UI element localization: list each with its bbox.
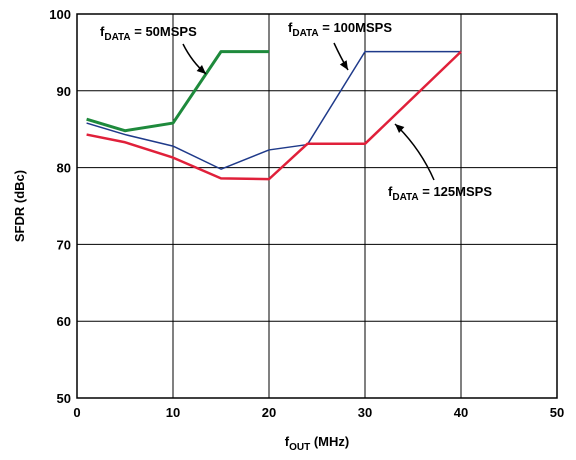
x-axis-title-main: f <box>285 434 290 449</box>
y-tick-label: 50 <box>57 391 71 406</box>
x-axis-title: fOUT (MHz) <box>285 434 349 453</box>
series-125msps-line <box>86 50 462 181</box>
y-tick-label: 70 <box>57 237 71 252</box>
x-tick-label: 20 <box>262 405 276 420</box>
y-axis-title: SFDR (dBc) <box>12 170 27 242</box>
y-tick-label: 60 <box>57 314 71 329</box>
arrow-50msps-head <box>196 65 206 74</box>
x-tick-label: 50 <box>550 405 564 420</box>
y-tick-label: 80 <box>57 161 71 176</box>
annotation-arrows <box>182 42 435 181</box>
annotation-50msps: fDATA = 50MSPS <box>100 24 197 43</box>
x-tick-label: 40 <box>454 405 468 420</box>
annotation-100msps: fDATA = 100MSPS <box>288 20 392 39</box>
x-tick-label: 30 <box>358 405 372 420</box>
series-lines <box>86 50 462 181</box>
plot-frame <box>76 13 558 399</box>
arrow-125msps-line <box>394 123 435 181</box>
grid-lines <box>76 13 558 399</box>
y-tick-label: 100 <box>49 7 71 22</box>
series-100msps-line <box>86 50 461 170</box>
x-tick-label: 0 <box>73 405 80 420</box>
arrow-100msps-head <box>339 60 348 70</box>
annotation-125msps: fDATA = 125MSPS <box>388 184 492 203</box>
series-50msps-line <box>86 50 269 133</box>
x-tick-label: 10 <box>166 405 180 420</box>
x-axis-title-sub: OUT <box>289 442 310 453</box>
y-tick-label: 90 <box>57 84 71 99</box>
tick-labels: 0 10 20 30 40 50 50 60 70 80 90 100 <box>49 7 564 420</box>
x-axis-title-rest: (MHz) <box>310 434 349 449</box>
annotations: fDATA = 50MSPS fDATA = 100MSPS fDATA = 1… <box>100 20 492 203</box>
arrow-125msps-head <box>395 124 405 133</box>
